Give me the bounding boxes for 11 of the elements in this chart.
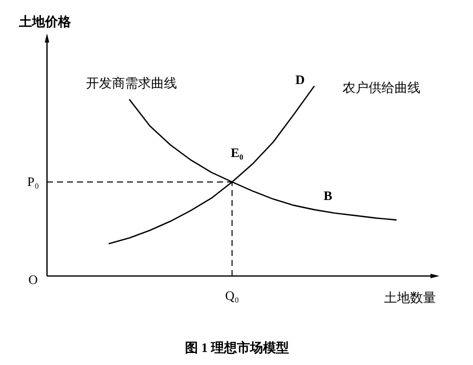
annotation: D: [295, 72, 305, 87]
text: 图 1 理想市场模型: [185, 340, 289, 355]
text: 农户供给曲线: [342, 80, 420, 95]
y-axis-title: 土地价格: [18, 14, 72, 29]
text: Q₀: [225, 288, 240, 303]
text: O: [28, 272, 38, 287]
x-axis-title: 土地数量: [384, 290, 436, 305]
annotation: B: [324, 188, 333, 203]
annotation: E₀: [230, 145, 244, 160]
series-label: 开发商需求曲线: [86, 75, 177, 90]
ref-line-label: P₀: [27, 174, 39, 189]
